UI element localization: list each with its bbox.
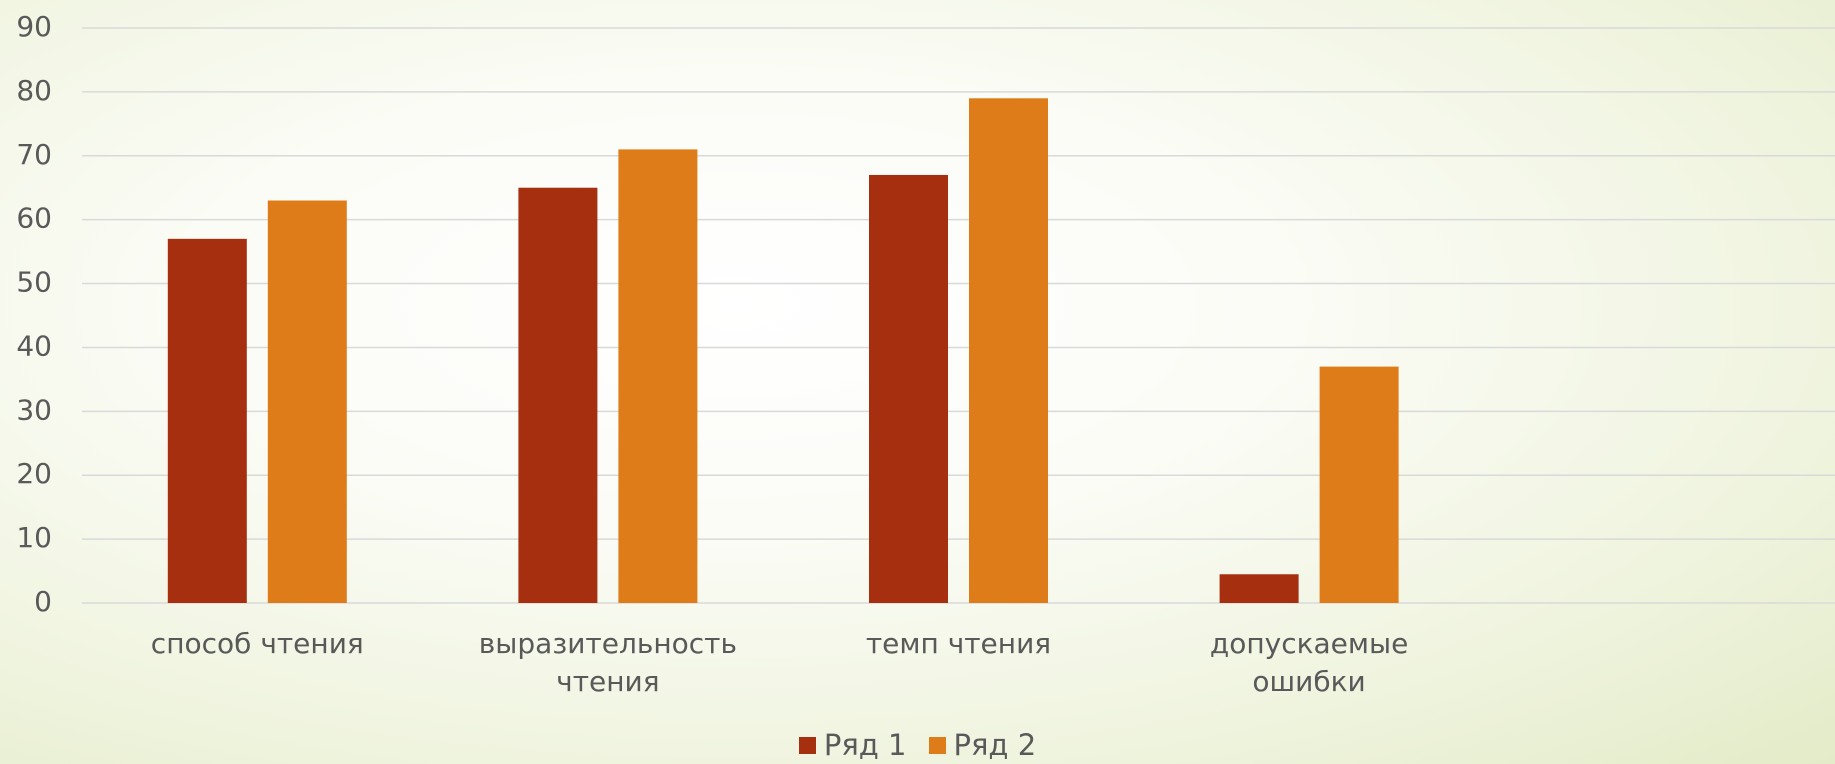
y-tick-label: 60 (16, 202, 52, 235)
y-tick-label: 50 (16, 266, 52, 299)
y-tick-label: 70 (16, 138, 52, 171)
y-tick-label: 90 (16, 10, 52, 43)
bar (267, 200, 347, 603)
x-tick-label: темп чтения (865, 627, 1052, 660)
legend-label: Ряд 1 (823, 728, 907, 762)
bar (618, 149, 698, 603)
bar (167, 238, 247, 604)
y-tick-label: 30 (16, 393, 52, 426)
x-tick-label: способ чтения (150, 627, 364, 660)
x-tick-label: выразительность чтения (478, 627, 737, 698)
legend-item: Ряд 1 (798, 728, 907, 762)
y-tick-label: 0 (34, 585, 52, 618)
bar (869, 174, 948, 603)
bar (1219, 574, 1299, 603)
legend-label: Ряд 2 (953, 728, 1037, 762)
y-tick-label: 20 (16, 457, 52, 490)
legend-swatch (928, 736, 946, 754)
legend-item: Ряд 2 (928, 728, 1037, 762)
legend-swatch (798, 736, 816, 754)
y-tick-label: 10 (16, 521, 52, 554)
x-tick-label: допускаемые ошибки (1209, 627, 1409, 698)
bar (518, 187, 598, 603)
y-tick-label: 80 (16, 74, 52, 107)
legend: Ряд 1 Ряд 2 (0, 728, 1835, 762)
y-tick-label: 40 (16, 329, 52, 362)
bar (1319, 366, 1399, 603)
bar (969, 98, 1048, 604)
